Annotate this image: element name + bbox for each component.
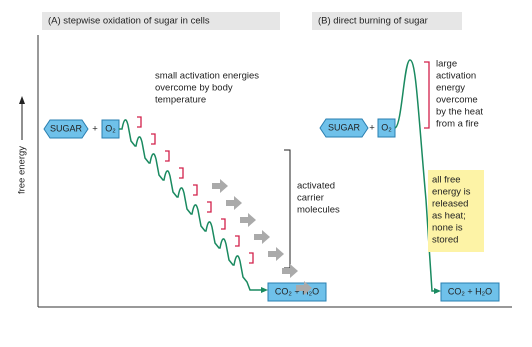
activation-bracket xyxy=(179,167,184,179)
carrier-note: molecules xyxy=(297,205,340,216)
sugar-hexagon xyxy=(43,119,89,139)
heat-note-bg xyxy=(428,170,484,252)
heat-note: energy is xyxy=(432,187,471,198)
oxygen-label: O₂ xyxy=(381,122,392,132)
activation-note-a: small activation energies xyxy=(155,71,259,82)
activation-bracket xyxy=(137,116,142,128)
panel-b-title: (B) direct burning of sugar xyxy=(318,16,428,27)
products-box xyxy=(440,282,500,302)
heat-note: stored xyxy=(432,235,458,246)
heat-note: none is xyxy=(432,223,463,234)
heat-note: released xyxy=(432,199,468,210)
sugar-label: SUGAR xyxy=(328,122,361,132)
arrow-head xyxy=(434,288,441,294)
carrier-arrow xyxy=(254,230,270,244)
carrier-arrow xyxy=(212,179,228,193)
products-label: CO₂ + H₂O xyxy=(275,286,319,296)
carrier-note: activated xyxy=(297,181,335,192)
carrier-arrow xyxy=(268,247,284,261)
energy-path xyxy=(119,119,262,291)
products-label: CO₂ + H₂O xyxy=(448,286,492,296)
activation-note-b: from a fire xyxy=(436,119,479,130)
activation-note-b: overcome xyxy=(436,95,478,106)
activation-note-b: large xyxy=(436,59,457,70)
arrow-head xyxy=(261,287,268,293)
activation-note-b: energy xyxy=(436,83,465,94)
sugar-label: SUGAR xyxy=(50,123,83,133)
activation-bracket xyxy=(207,201,212,213)
activation-note-b: activation xyxy=(436,71,476,82)
heat-note: all free xyxy=(432,175,461,186)
panel-a-title: (A) stepwise oxidation of sugar in cells xyxy=(48,16,210,27)
oxygen-label: O₂ xyxy=(105,123,116,133)
axis-arrow-head xyxy=(19,96,25,104)
products-box xyxy=(267,282,327,302)
y-axis-label: free energy xyxy=(17,146,28,194)
energy-path xyxy=(394,59,436,292)
carrier-note: carrier xyxy=(297,193,324,204)
carrier-arrow xyxy=(240,213,256,227)
heat-note: as heat; xyxy=(432,211,466,222)
panel-b-title-bg xyxy=(312,12,462,30)
activation-bracket xyxy=(424,61,430,129)
activation-bracket xyxy=(165,150,170,162)
panel-a-title-bg xyxy=(42,12,280,30)
carrier-bracket xyxy=(284,149,291,269)
activation-note-b: by the heat xyxy=(436,107,483,118)
activation-note-a: temperature xyxy=(155,95,206,106)
plus: + xyxy=(369,123,375,134)
activation-bracket xyxy=(249,252,254,264)
activation-bracket xyxy=(221,218,226,230)
carrier-arrow xyxy=(282,264,298,278)
activation-bracket xyxy=(193,184,198,196)
plus: + xyxy=(92,124,98,135)
sugar-hexagon xyxy=(319,118,369,138)
carrier-arrow xyxy=(296,281,312,295)
carrier-arrow xyxy=(226,196,242,210)
activation-bracket xyxy=(235,235,240,247)
activation-bracket xyxy=(151,133,156,145)
activation-note-a: overcome by body xyxy=(155,83,233,94)
